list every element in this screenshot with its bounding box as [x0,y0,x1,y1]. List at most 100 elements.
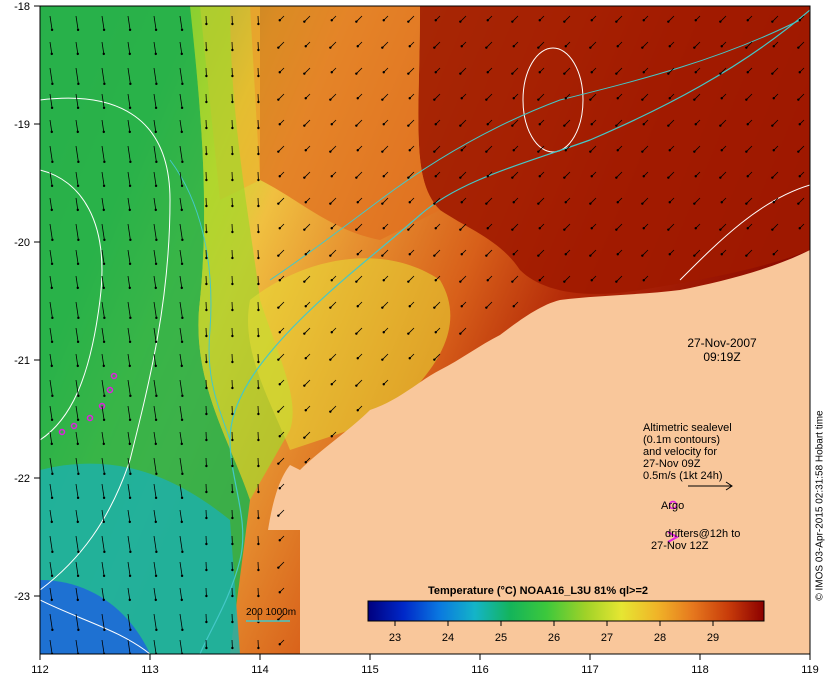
velocity-arrow-head [331,227,333,229]
velocity-arrow-head [799,19,801,21]
velocity-arrow-head [103,443,105,445]
velocity-arrow-head [565,97,567,99]
velocity-arrow-head [103,395,105,397]
velocity-arrow-head [51,575,53,577]
velocity-arrow-head [433,254,435,256]
velocity-arrow-head [303,280,305,282]
velocity-arrow-head [487,279,489,281]
velocity-arrow-head [537,150,539,152]
velocity-arrow-head [155,239,157,241]
velocity-arrow-head [181,551,183,553]
velocity-arrow-head [77,317,79,319]
velocity-arrow-head [435,227,437,229]
velocity-arrow-head [461,97,463,99]
velocity-arrow-head [129,317,131,319]
velocity-arrow-head [129,341,131,343]
velocity-arrow-head [51,239,53,241]
velocity-arrow-head [667,228,669,230]
velocity-arrow-head [355,72,357,74]
velocity-arrow-head [513,253,515,255]
velocity-arrow-head [129,599,131,601]
velocity-arrow-head [155,209,157,211]
velocity-arrow-head [103,575,105,577]
velocity-arrow-head [303,72,305,74]
velocity-arrow-head [103,83,105,85]
velocity-arrow-head [615,72,617,74]
velocity-arrow-head [231,49,233,51]
velocity-arrow-head [257,647,259,649]
velocity-arrow-head [589,150,591,152]
velocity-arrow-head [485,98,487,100]
velocity-arrow-head [103,419,105,421]
velocity-arrow-head [537,46,539,48]
velocity-arrow-head [181,239,183,241]
velocity-arrow-head [381,150,383,152]
velocity-arrow-head [329,46,331,48]
colorbar-tick-label: 23 [389,632,401,644]
velocity-arrow-head [279,279,281,281]
velocity-arrow-head [357,97,359,99]
velocity-arrow-head [205,647,207,649]
velocity-arrow-head [537,254,539,256]
velocity-arrow-head [381,98,383,100]
velocity-arrow-head [305,45,307,47]
velocity-arrow-head [155,497,157,499]
velocity-arrow-head [771,72,773,74]
velocity-arrow-head [231,257,233,259]
velocity-arrow-head [745,98,747,100]
velocity-arrow-head [231,595,233,597]
velocity-arrow-head [279,71,281,73]
velocity-arrow-head [231,647,233,649]
velocity-arrow-head [231,283,233,285]
velocity-arrow-head [257,517,259,519]
velocity-arrow-head [181,209,183,211]
velocity-arrow-head [129,287,131,289]
velocity-arrow-head [407,280,409,282]
velocity-arrow-head [305,357,307,359]
velocity-arrow-head [257,335,259,337]
velocity-arrow-head [205,283,207,285]
velocity-arrow-head [329,306,331,308]
velocity-arrow-head [381,358,383,360]
velocity-arrow-head [51,131,53,133]
velocity-arrow-head [51,83,53,85]
velocity-arrow-head [231,569,233,571]
velocity-arrow-head [155,341,157,343]
velocity-arrow-head [719,228,721,230]
velocity-arrow-head [721,149,723,151]
velocity-arrow-head [181,599,183,601]
velocity-arrow-head [155,83,157,85]
velocity-arrow-head [615,20,617,22]
velocity-arrow-head [305,201,307,203]
velocity-arrow-head [303,124,305,126]
velocity-arrow-head [381,46,383,48]
velocity-arrow-head [77,209,79,211]
velocity-arrow-head [77,365,79,367]
velocity-arrow-head [589,98,591,100]
velocity-arrow-head [129,107,131,109]
velocity-arrow-head [331,19,333,21]
velocity-arrow-head [329,150,331,152]
velocity-arrow-head [129,185,131,187]
velocity-arrow-head [331,175,333,177]
drifters-label-2: 27-Nov 12Z [651,540,803,552]
velocity-arrow-head [155,473,157,475]
velocity-arrow-head [485,46,487,48]
velocity-arrow-head [407,332,409,334]
velocity-arrow-head [797,202,799,204]
velocity-arrow-head [719,20,721,22]
velocity-arrow-head [745,254,747,256]
velocity-arrow-head [797,150,799,152]
velocity-arrow-head [51,443,53,445]
velocity-arrow-head [771,228,773,230]
velocity-arrow-head [181,521,183,523]
velocity-arrow-head [51,395,53,397]
velocity-arrow-head [303,384,305,386]
velocity-arrow-head [205,595,207,597]
velocity-arrow-head [257,101,259,103]
velocity-arrow-head [565,253,567,255]
velocity-arrow-head [667,20,669,22]
velocity-arrow-head [773,97,775,99]
colorbar-tick-label: 27 [601,632,613,644]
velocity-arrow-head [721,97,723,99]
